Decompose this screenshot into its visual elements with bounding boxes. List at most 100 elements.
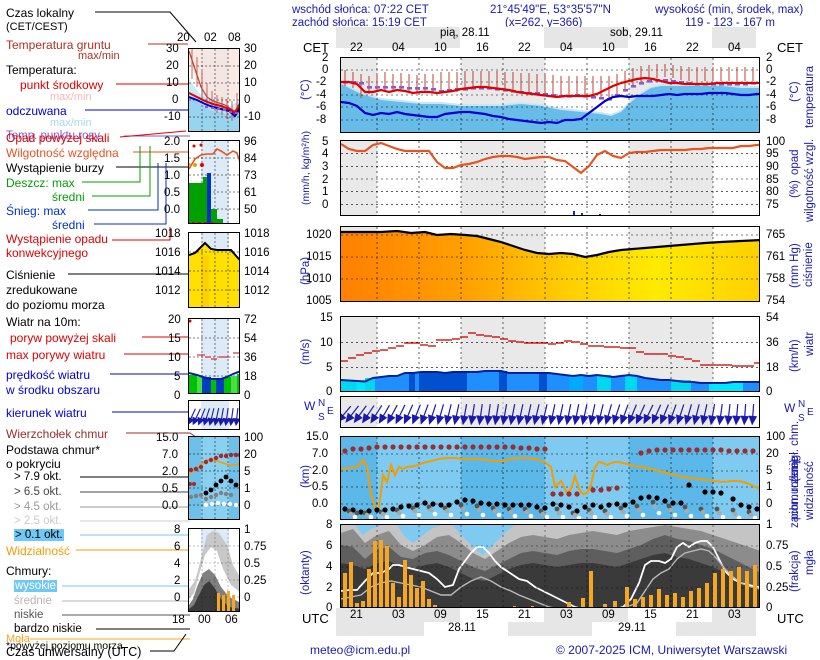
legend-convective-1: Wystąpienie opadu <box>6 232 108 246</box>
mini-okt-2: 4 <box>174 558 181 570</box>
frac-right-tick-1: 0.75 <box>766 540 789 552</box>
compass-right: W N S E <box>782 398 816 426</box>
mini-frac-3: 0.25 <box>244 575 267 587</box>
mini-frac-4: 0 <box>244 592 251 604</box>
legend-okt-45: > 4.5 okt. <box>14 501 62 513</box>
legend-cloud-base-2: o pokryciu <box>6 457 61 471</box>
humid-right-tick-3: 85 <box>766 174 779 186</box>
mini-wind-r2: 36 <box>244 352 257 364</box>
mini-vis-2: 5 <box>244 466 251 478</box>
legend-clouds: Chmury: <box>6 564 52 578</box>
temp-left-tick-1: 0 <box>322 64 329 76</box>
mini-okt-4: 0 <box>174 592 181 604</box>
cet-tick-7: 16 <box>644 42 657 54</box>
wind-right-tick-2: 18 <box>766 362 779 374</box>
legend-convective-2: konwekcyjnego <box>6 246 89 260</box>
humid-right-tick-1: 95 <box>766 148 779 160</box>
cloud-left-tick-3: 0.5 <box>312 481 328 493</box>
wind-left-tick-2: 5 <box>326 362 333 374</box>
axis-cet-left: CET <box>303 40 329 55</box>
utc-tick-6: 09 <box>602 609 615 621</box>
temp-axis-name-right: temperatura <box>804 65 816 128</box>
wind-right-tick-3: 0 <box>766 386 773 398</box>
humid-right-tick-4: 80 <box>766 186 779 198</box>
temp-left-tick-4: -6 <box>316 101 327 113</box>
legend-storm: Wystąpienie burzy <box>6 161 104 175</box>
utc-tick-5: 03 <box>560 609 573 621</box>
legend-temperature: Temperatura: <box>6 63 77 77</box>
wind-axis-unit-right: (km/h) <box>789 339 801 372</box>
vis-right-tick-1: 20 <box>766 448 779 460</box>
legend-local-time-2: (CET/CEST) <box>6 21 68 33</box>
mini-panel-wind-direction <box>188 400 240 430</box>
legend-cloud-mid: średnie <box>14 595 52 607</box>
chart-panel-cloudiness <box>340 524 760 608</box>
press-right-tick-0: 765 <box>766 229 786 241</box>
cet-tick-8: 22 <box>686 42 699 54</box>
footer-email[interactable]: meteo@icm.edu.pl <box>310 643 411 657</box>
legend-pressure-3: do poziomu morza <box>6 298 105 312</box>
svg-text:S: S <box>318 412 325 423</box>
mini-press-3: 1012 <box>155 285 181 297</box>
mini-temp-axis-2: 10 <box>244 77 257 89</box>
humid-right-tick-5: 75 <box>766 199 779 211</box>
legend-wind-speed-1: prędkość wiatru <box>6 368 91 382</box>
precip-left-tick-0: 5 <box>322 136 329 148</box>
legend-gust-over: poryw powyżej skali <box>10 331 117 345</box>
temp-right-tick-0: 2 <box>766 52 773 64</box>
vis-right-tick-4: 0 <box>766 498 773 510</box>
temp-axis-unit-right: (°C) <box>789 81 801 102</box>
chart-panel-precipitation <box>340 140 760 216</box>
cloud-axis-unit-left: (km) <box>300 465 312 488</box>
mini-vis-3: 1 <box>244 483 251 495</box>
mini-panel-temperature <box>188 48 240 132</box>
vis-axis-name-right: widzialność <box>804 461 816 520</box>
mini-humid-2: 73 <box>244 170 257 182</box>
temp-right-tick-4: -6 <box>766 101 777 113</box>
cet-tick-2: 10 <box>434 42 447 54</box>
mini-precip-2: 1.0 <box>164 170 180 182</box>
mini-precip-0: 2.0 <box>164 136 180 148</box>
press-axis-name-right: ciśnienie <box>803 242 815 287</box>
mini-panel-wind <box>188 318 240 394</box>
mini-cet-tick-0: 20 <box>177 32 190 44</box>
mini-cloud-4: 0.0 <box>162 500 178 512</box>
precip-left-tick-2: 3 <box>322 161 329 173</box>
svg-text:N: N <box>798 399 805 410</box>
cover-axis-name-right: zachmurzenie <box>789 456 801 528</box>
humid-right-tick-0: 100 <box>766 136 786 148</box>
legend-temp-maxmin: max/min <box>50 91 92 103</box>
temp-left-tick-2: -2 <box>316 76 327 88</box>
mini-cloud-0: 15.0 <box>156 432 179 444</box>
frac-axis-unit-right: (frakcja) <box>789 550 801 592</box>
precip-axis-name-right: opad <box>789 149 801 175</box>
mini-panel-cloud <box>188 436 240 520</box>
utc-tick-1: 03 <box>392 609 405 621</box>
mini-utc-tick-1: 00 <box>198 614 211 626</box>
legend-ground-temp-maxmin: max/min <box>78 50 120 62</box>
utc-tick-0: 21 <box>350 609 363 621</box>
day-label-friday: pią, 28.11 <box>440 27 490 39</box>
mini-humid-4: 50 <box>244 204 257 216</box>
day-label-saturday: sob, 29.11 <box>610 27 663 39</box>
humid-right-tick-2: 90 <box>766 161 779 173</box>
legend-okt-65: > 6.5 okt. <box>14 486 62 498</box>
legend-humidity: Wilgotność względna <box>6 146 119 160</box>
okt-left-tick-4: 0 <box>326 602 333 614</box>
day-bottom-label-1: 29.11 <box>618 622 646 634</box>
utc-tick-9: 03 <box>728 609 741 621</box>
chart-panel-temperature <box>340 57 760 133</box>
temp-left-tick-3: -4 <box>316 89 327 101</box>
compass-left: W N S E <box>300 398 334 426</box>
grid-coordinates-label: (x=262, y=366) <box>505 17 583 29</box>
mini-okt-1: 6 <box>174 541 181 553</box>
wind-right-tick-1: 36 <box>766 337 779 349</box>
mini-humid-3: 61 <box>244 187 257 199</box>
svg-text:E: E <box>807 407 814 418</box>
mini-wind-3: 5 <box>174 371 181 383</box>
axis-utc-right: UTC <box>777 611 804 626</box>
press-right-tick-3: 754 <box>766 295 786 307</box>
mini-press-1: 1016 <box>155 247 181 259</box>
legend-temp-mid: punkt środkowy <box>20 78 104 92</box>
mini-temp-axis-l1: 20 <box>166 60 179 72</box>
